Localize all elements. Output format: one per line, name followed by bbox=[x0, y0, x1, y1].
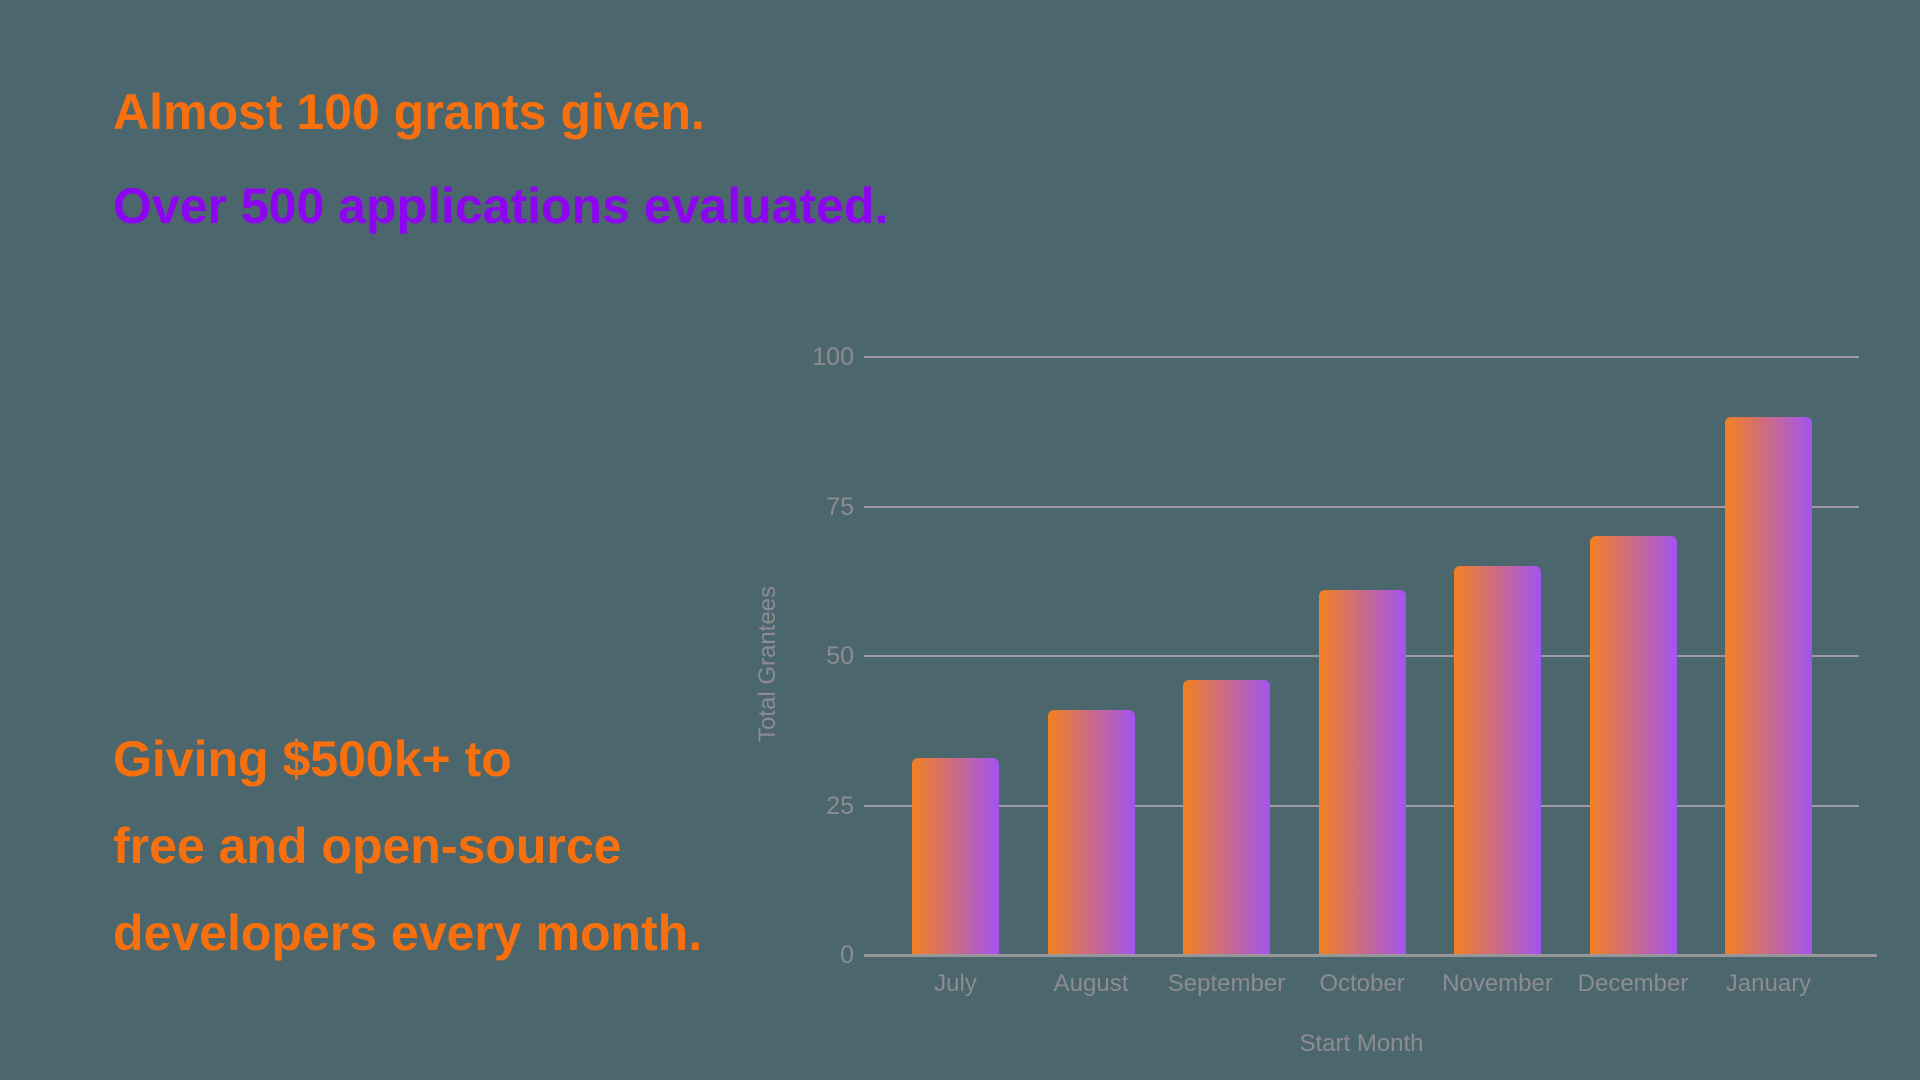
gridline-100 bbox=[864, 356, 1859, 358]
bar-november bbox=[1454, 566, 1541, 955]
headline-grants-given: Almost 100 grants given. bbox=[113, 84, 705, 140]
headline-block-top: Almost 100 grants given. Over 500 applic… bbox=[113, 65, 888, 253]
bar-december bbox=[1589, 536, 1677, 955]
y-tick-label-25: 25 bbox=[826, 791, 854, 820]
headline-block-bottom: Giving $500k+ to free and open-source de… bbox=[113, 716, 702, 977]
bar-january bbox=[1725, 416, 1812, 955]
subheadline-every-month: developers every month. bbox=[113, 905, 703, 961]
x-tick-label-january: January bbox=[1725, 970, 1812, 997]
x-axis-title: Start Month bbox=[1299, 1030, 1424, 1057]
x-tick-label-july: July bbox=[934, 970, 977, 997]
x-tick-label-november: November bbox=[1442, 970, 1553, 997]
y-tick-label-75: 75 bbox=[826, 492, 854, 521]
x-tick-label-september: September bbox=[1167, 970, 1286, 997]
x-tick-label-december: December bbox=[1577, 970, 1689, 997]
bar-september bbox=[1183, 679, 1270, 955]
subheadline-giving: Giving $500k+ to bbox=[113, 731, 512, 787]
x-tick-label-october: October bbox=[1319, 970, 1405, 997]
headline-applications-evaluated: Over 500 applications evaluated. bbox=[113, 178, 889, 234]
bar-july bbox=[912, 757, 999, 955]
bar-august bbox=[1047, 709, 1135, 955]
y-tick-label-100: 100 bbox=[812, 343, 854, 371]
subheadline-foss: free and open-source bbox=[113, 818, 622, 874]
gridline-75 bbox=[864, 505, 1859, 508]
x-axis-line bbox=[864, 953, 1877, 957]
x-tick-label-august: August bbox=[1053, 970, 1129, 997]
bar-october bbox=[1318, 590, 1406, 955]
y-tick-label-50: 50 bbox=[826, 642, 854, 670]
y-tick-label-0: 0 bbox=[840, 941, 854, 969]
